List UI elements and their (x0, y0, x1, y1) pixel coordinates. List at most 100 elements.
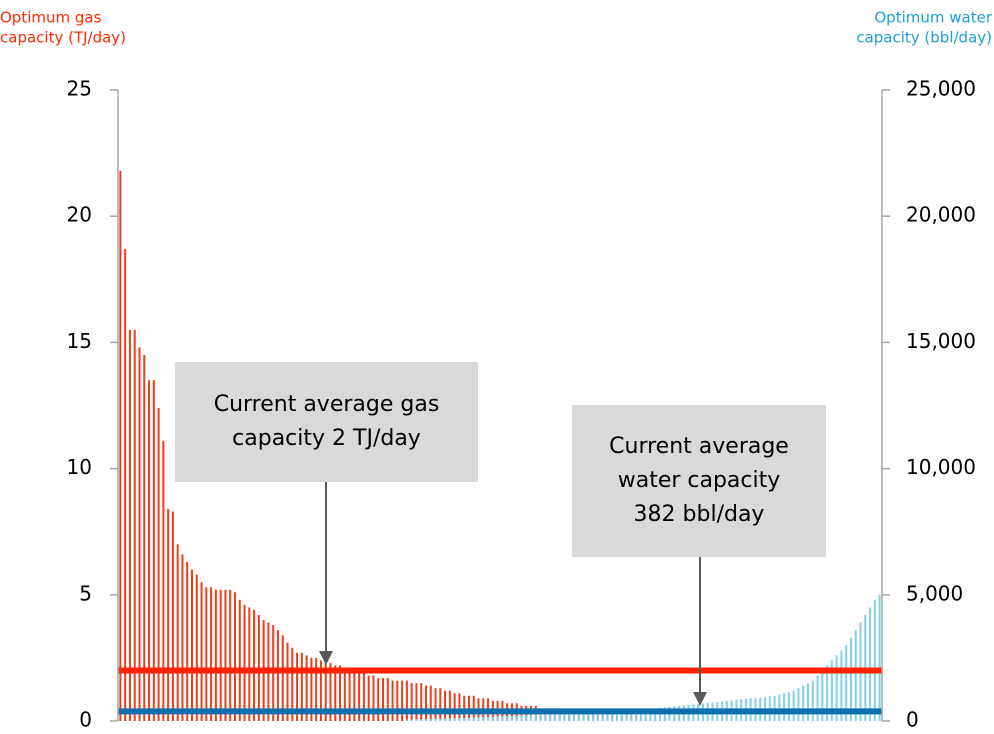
bar (210, 587, 213, 721)
bar (568, 713, 571, 721)
bar (444, 718, 447, 721)
y2-tick-label: 10,000 (906, 455, 976, 479)
bar (510, 715, 513, 721)
bar (467, 717, 470, 721)
annotations: Current average gas capacity 2 TJ/day Curr… (175, 362, 826, 706)
bar (382, 678, 385, 721)
annotation-arrow-head (693, 692, 707, 706)
y2-tick-label: 15,000 (906, 329, 976, 353)
bar (358, 670, 361, 721)
bar (171, 511, 174, 721)
bar (577, 712, 580, 721)
y-tick-label: 5 (79, 581, 92, 605)
bar (582, 712, 585, 721)
bar (334, 665, 337, 721)
bar (281, 635, 284, 721)
bar (534, 714, 537, 721)
bar (148, 380, 151, 721)
bar (506, 715, 509, 721)
bar (396, 680, 399, 721)
bar (420, 719, 423, 721)
bar (644, 709, 647, 721)
bar (415, 683, 418, 721)
bar (434, 718, 437, 721)
bar (367, 675, 370, 721)
annotation-text: water capacity (618, 468, 781, 493)
bar (635, 709, 638, 721)
bar (286, 642, 289, 721)
bar (434, 688, 437, 721)
bar (276, 630, 279, 721)
bar (453, 718, 456, 721)
bar (410, 683, 413, 721)
bar (558, 713, 561, 721)
bar (869, 607, 872, 721)
bar (783, 693, 786, 721)
bar (233, 592, 236, 721)
bar (549, 713, 552, 721)
bar (587, 712, 590, 721)
bar (845, 645, 848, 721)
bar (224, 589, 227, 721)
bar (152, 380, 155, 721)
bar (520, 715, 523, 721)
bar (821, 670, 824, 721)
bar (143, 355, 146, 721)
bar (119, 170, 122, 721)
bar (806, 683, 809, 721)
bar (873, 599, 876, 721)
bar (477, 717, 480, 721)
bar (530, 714, 533, 721)
bar (448, 718, 451, 721)
bar (420, 683, 423, 721)
bar (439, 688, 442, 721)
bar (191, 569, 194, 721)
bar (448, 690, 451, 721)
bar (401, 680, 404, 721)
bar (515, 715, 518, 721)
bar (830, 660, 833, 721)
bar (792, 690, 795, 721)
bar (491, 716, 494, 721)
bar (305, 655, 308, 721)
bar (658, 707, 661, 721)
bar (424, 685, 427, 721)
bar (654, 708, 657, 721)
annotation-box (572, 405, 826, 557)
bar (296, 652, 299, 721)
bar (181, 554, 184, 721)
bar (439, 718, 442, 721)
bar (525, 715, 528, 721)
bar (878, 594, 881, 721)
bar (458, 693, 461, 721)
bar (229, 589, 232, 721)
bar (410, 719, 413, 721)
bar (205, 587, 208, 721)
bar (319, 660, 322, 721)
annotation-text: capacity 2 TJ/day (232, 426, 421, 451)
bar (639, 709, 642, 721)
bar (405, 719, 408, 721)
bar (596, 711, 599, 721)
axes: 0 5 10 15 20 25 0 5,000 10,000 15,000 20,000 25,000… (0, 9, 993, 732)
bar (606, 711, 609, 721)
bar (444, 690, 447, 721)
y-axis-label: capacity (TJ/day) (0, 29, 126, 47)
bar (630, 709, 633, 721)
bar (124, 249, 127, 721)
y-tick-label: 20 (67, 203, 92, 227)
y2-tick-label: 5,000 (906, 581, 963, 605)
bar (849, 637, 852, 721)
bar (601, 711, 604, 721)
bar (463, 717, 466, 721)
bar (472, 717, 475, 721)
bar (802, 685, 805, 721)
bar (611, 710, 614, 721)
bar (176, 544, 179, 721)
bar (615, 710, 618, 721)
y2-axis-label: Optimum water (874, 9, 992, 27)
bar (840, 650, 843, 721)
bar (778, 694, 781, 721)
y2-tick-label: 20,000 (906, 203, 976, 227)
y2-tick-label: 0 (906, 708, 919, 732)
